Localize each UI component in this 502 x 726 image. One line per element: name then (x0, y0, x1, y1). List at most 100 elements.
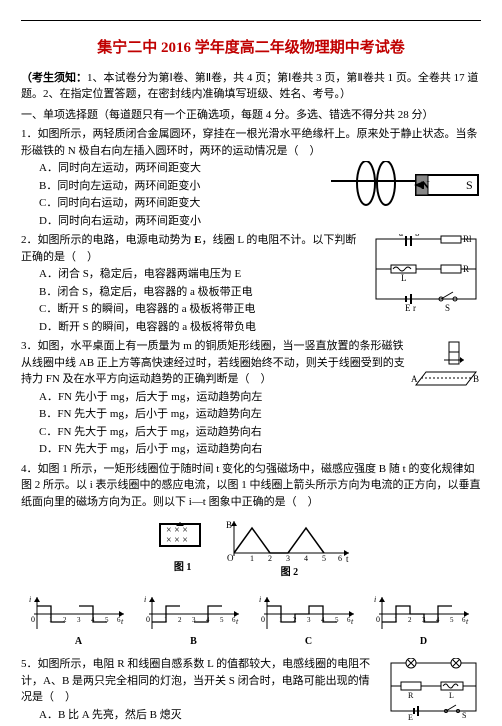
svg-text:1: 1 (394, 616, 398, 624)
question-3: A B 3．如图，水平桌面上有一质量为 m 的铜质矩形线圈，当一竖直放置的条形磁… (21, 338, 481, 458)
svg-text:t: t (121, 617, 124, 626)
svg-text:A: A (409, 658, 415, 660)
svg-text:4: 4 (436, 616, 440, 624)
svg-text:1: 1 (49, 616, 53, 624)
svg-text:t: t (351, 617, 354, 626)
opt-c-label: C (259, 634, 359, 649)
fig1-caption: 图 1 (148, 560, 218, 575)
svg-text:6: 6 (347, 616, 351, 624)
fig2-caption: 图 2 (224, 565, 354, 580)
svg-text:6: 6 (462, 616, 466, 624)
svg-text:B: B (226, 520, 232, 530)
svg-text:6: 6 (338, 554, 342, 563)
svg-text:R: R (463, 264, 469, 274)
q3-opt-c: C．FN 先大于 mg，后大于 mg，运动趋势向右 (39, 424, 481, 441)
opt-d-label: D (374, 634, 474, 649)
svg-text:3: 3 (192, 616, 196, 624)
exam-title: 集宁二中 2016 学年度高二年级物理期中考试卷 (21, 37, 481, 60)
q4-fig1: × × × × × × 图 1 (148, 518, 218, 575)
svg-text:5: 5 (322, 554, 326, 563)
q3-opt-b: B．FN 先大于 mg，后小于 mg，运动趋势向左 (39, 406, 481, 423)
svg-text:2: 2 (268, 554, 272, 563)
notes-label: （考生须知： (21, 72, 87, 84)
q3-figure: A B (411, 340, 481, 400)
svg-text:4: 4 (321, 616, 325, 624)
svg-text:3: 3 (422, 616, 426, 624)
svg-text:3: 3 (77, 616, 81, 624)
svg-text:S: S (466, 178, 473, 192)
magnet-loop-svg: A B (411, 340, 481, 400)
svg-text:C: C (404, 234, 410, 236)
svg-text:0: 0 (31, 615, 35, 624)
q1-figure: N S (326, 161, 481, 221)
svg-text:E: E (408, 713, 413, 720)
svg-text:i: i (259, 595, 261, 604)
question-5: A B R L E S 5．如图所示，电阻 R 和线圈自感系数 L 的值都较大，… (21, 656, 481, 723)
svg-text:r: r (413, 303, 416, 312)
svg-text:i: i (374, 595, 376, 604)
svg-text:5: 5 (450, 616, 454, 624)
q4-opt-d-graph: i t 0 1 2 3 4 56 D (374, 594, 474, 649)
svg-text:0: 0 (376, 615, 380, 624)
section-1-heading: 一、单项选择题（每道题只有一个正确选项，每题 4 分。多选、错选不得分共 28 … (21, 107, 481, 124)
student-notes: （考生须知：1、本试卷分为第Ⅰ卷、第Ⅱ卷，共 4 页；第Ⅰ卷共 3 页，第Ⅱ卷共… (21, 70, 481, 103)
q4-opt-c-graph: i t 0 123456 C (259, 594, 359, 649)
svg-text:L: L (401, 273, 407, 283)
svg-text:R: R (408, 691, 414, 700)
q3-opt-d: D．FN 先大于 mg，后小于 mg，运动趋势向右 (39, 441, 481, 458)
circuit-svg: a C b Rl L R E r S (371, 234, 481, 312)
opt-a-label: A (29, 634, 129, 649)
svg-text:6: 6 (232, 616, 236, 624)
magnet-rings-svg: N S (326, 161, 481, 221)
svg-text:3: 3 (286, 554, 290, 563)
svg-text:5: 5 (220, 616, 224, 624)
svg-text:i: i (144, 595, 146, 604)
svg-text:2: 2 (408, 616, 412, 624)
svg-text:t: t (466, 617, 469, 626)
opt-b-label: B (144, 634, 244, 649)
svg-text:L: L (449, 691, 454, 700)
exam-page: 集宁二中 2016 学年度高二年级物理期中考试卷 （考生须知：1、本试卷分为第Ⅰ… (21, 20, 481, 723)
q1-stem: 1．如图所示，两轻质闭合金属圆环，穿挂在一根光滑水平绝缘杆上。原来处于静止状态。… (21, 126, 481, 159)
svg-text:6: 6 (117, 616, 121, 624)
q5-figure: A B R L E S (386, 658, 481, 720)
svg-text:b: b (415, 234, 420, 238)
q4-stem: 4．如图 1 所示，一矩形线圈位于随时间 t 变化的匀强磁场中，磁感应强度 B … (21, 461, 481, 511)
svg-text:B: B (454, 658, 459, 660)
svg-text:5: 5 (105, 616, 109, 624)
q4-figs: × × × × × × 图 1 B t O 1 2 3 4 5 6 (21, 514, 481, 584)
svg-text:1: 1 (279, 616, 283, 624)
q2-figure: a C b Rl L R E r S (371, 234, 481, 312)
q2-stem-a: 2．如图所示的电路，电源电动势为 (21, 234, 194, 246)
q4-opt-a-graph: i t 0 123456 A (29, 594, 129, 649)
svg-text:A: A (411, 374, 418, 384)
svg-text:4: 4 (206, 616, 210, 624)
svg-text:3: 3 (307, 616, 311, 624)
question-2: a C b Rl L R E r S 2．如图所示的电路，电源电 (21, 232, 481, 335)
svg-text:2: 2 (293, 616, 297, 624)
q5-circuit-svg: A B R L E S (386, 658, 481, 720)
svg-text:4: 4 (91, 616, 95, 624)
svg-text:0: 0 (261, 615, 265, 624)
notes-text: 1、本试卷分为第Ⅰ卷、第Ⅱ卷，共 4 页；第Ⅰ卷共 3 页，第Ⅱ卷共 1 页。全… (21, 72, 478, 101)
svg-text:S: S (445, 303, 450, 312)
svg-text:O: O (227, 553, 234, 563)
svg-text:t: t (346, 554, 349, 563)
q4-option-graphs: i t 0 123456 A i t 0 (21, 590, 481, 653)
svg-text:2: 2 (63, 616, 67, 624)
svg-text:× × ×: × × × (166, 535, 188, 546)
svg-text:4: 4 (304, 554, 308, 563)
q2-opt-d: D．断开 S 的瞬间，电容器的 a 极板将带负电 (39, 319, 481, 336)
question-4: 4．如图 1 所示，一矩形线圈位于随时间 t 变化的匀强磁场中，磁感应强度 B … (21, 461, 481, 654)
q4-opt-b-graph: i t 0 123456 B (144, 594, 244, 649)
svg-text:1: 1 (250, 554, 254, 563)
svg-text:Rl: Rl (463, 234, 472, 244)
fig1-svg: × × × × × × (148, 518, 218, 558)
q2-stem-e: E (194, 234, 201, 246)
svg-text:a: a (399, 234, 403, 238)
svg-text:B: B (473, 374, 479, 384)
svg-text:0: 0 (146, 615, 150, 624)
svg-text:t: t (236, 617, 239, 626)
q4-fig2: B t O 1 2 3 4 5 6 图 2 (224, 518, 354, 580)
svg-text:1: 1 (164, 616, 168, 624)
